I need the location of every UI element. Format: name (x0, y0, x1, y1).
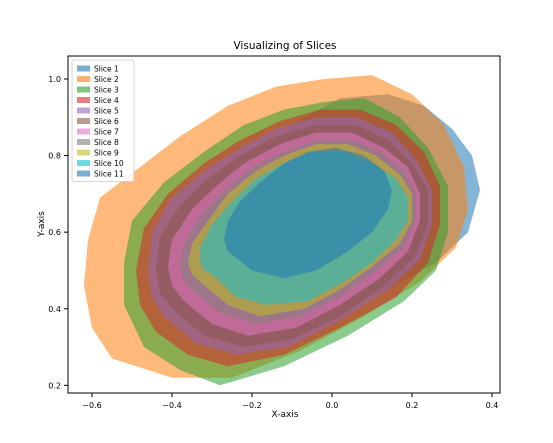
x-tick-label: −0.4 (162, 401, 181, 410)
y-axis-ticks: 0.2 0.4 0.6 0.8 1.0 (48, 75, 68, 390)
x-tick-label: −0.6 (82, 401, 101, 410)
y-tick-label: 0.4 (48, 305, 61, 314)
legend-label: Slice 5 (94, 107, 119, 116)
x-axis-ticks: −0.6 −0.4 −0.2 0.0 0.2 0.4 (82, 393, 498, 410)
legend-label: Slice 6 (94, 117, 119, 126)
slice-11-area (224, 147, 392, 279)
y-tick-label: 0.8 (48, 152, 61, 161)
x-tick-label: 0.4 (486, 401, 499, 410)
legend-swatch (77, 76, 90, 82)
legend-swatch (77, 170, 90, 177)
y-tick-label: 1.0 (48, 75, 61, 84)
legend-swatch (77, 149, 90, 156)
legend-label: Slice 10 (94, 159, 124, 168)
legend-label: Slice 9 (94, 149, 119, 158)
plot-frame (67, 55, 501, 394)
y-tick-label: 0.6 (48, 228, 61, 237)
legend-label: Slice 2 (94, 75, 119, 84)
legend-swatch (77, 65, 90, 72)
legend-swatch (77, 128, 90, 135)
legend-label: Slice 1 (94, 65, 119, 74)
y-tick-label: 0.2 (48, 381, 61, 390)
legend-label: Slice 4 (94, 96, 119, 105)
legend-label: Slice 3 (94, 86, 119, 95)
legend-swatch (77, 139, 90, 145)
x-tick-label: 0.0 (326, 401, 339, 410)
legend-swatch (77, 107, 90, 114)
x-tick-label: −0.2 (242, 401, 261, 410)
x-axis-label: X-axis (272, 410, 299, 420)
y-axis-label: Y-axis (37, 211, 47, 238)
legend-swatch (77, 86, 90, 93)
legend-label: Slice 7 (94, 128, 119, 137)
legend-swatch (77, 118, 90, 124)
x-tick-label: 0.2 (406, 401, 419, 410)
legend-label: Slice 8 (94, 138, 119, 147)
chart-title: Visualizing of Slices (233, 40, 336, 52)
slice-layer (84, 75, 480, 386)
legend-swatch (77, 160, 90, 166)
legend-label: Slice 11 (94, 170, 124, 179)
legend-swatch (77, 97, 90, 103)
